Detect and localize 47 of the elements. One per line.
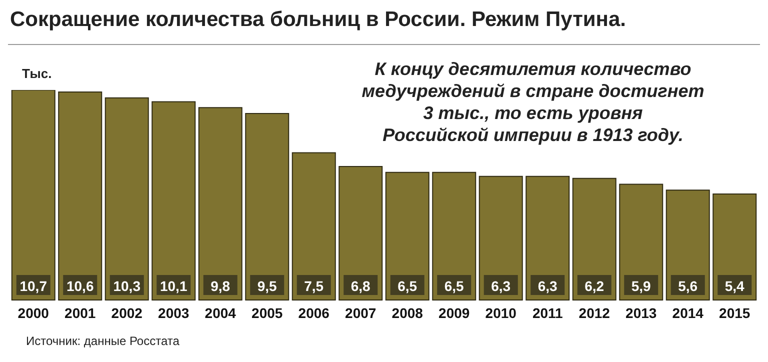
x-tick-label: 2004 <box>204 304 236 321</box>
data-label: 6,3 <box>491 278 511 294</box>
bar <box>572 178 616 300</box>
annotation: К концу десятилетия количество медучреждений в стране достигнет 3 тыс., то есть уровня Российской империи в 1913 году. <box>360 58 706 146</box>
data-label: 10,1 <box>160 278 188 294</box>
x-tick-label: 2014 <box>672 304 704 321</box>
data-label: 5,9 <box>631 278 652 294</box>
bar <box>526 176 570 300</box>
data-label: 9,8 <box>210 278 230 294</box>
x-tick-label: 2009 <box>438 304 470 321</box>
bar <box>104 97 149 300</box>
bar <box>432 172 476 300</box>
data-label: 5,6 <box>678 278 698 294</box>
x-tick-label: 2006 <box>298 304 330 321</box>
y-axis-title: Тыс. <box>22 66 52 81</box>
data-label: 5,4 <box>724 278 745 294</box>
bar <box>58 91 102 300</box>
bar <box>478 176 523 300</box>
data-label: 9,5 <box>257 278 278 294</box>
x-tick-label: 2001 <box>64 304 96 321</box>
bar <box>152 101 196 300</box>
data-label: 6,2 <box>584 278 604 294</box>
x-tick-label: 2008 <box>392 304 424 321</box>
text: Источник: данные Росстата <box>26 334 180 348</box>
bar <box>198 107 242 300</box>
x-tick-label: 2011 <box>532 304 564 321</box>
data-label: 10,3 <box>113 278 141 294</box>
x-tick-label: 2015 <box>719 304 750 321</box>
x-tick-label: 2005 <box>252 304 283 321</box>
data-label: 10,7 <box>20 278 48 294</box>
x-tick-label: 2007 <box>345 304 376 321</box>
bar <box>11 90 56 300</box>
data-label: 7,5 <box>304 278 324 294</box>
data-label: 6,5 <box>398 278 418 294</box>
data-label: 10,6 <box>66 278 94 294</box>
x-tick-label: 2003 <box>158 304 190 321</box>
data-label: 6,8 <box>350 278 371 294</box>
chart-title: Сокращение количества больниц в России. Режим Путина. <box>10 8 626 32</box>
x-tick-label: 2013 <box>626 304 657 321</box>
bar <box>385 172 430 300</box>
x-tick-label: 2002 <box>111 304 143 321</box>
x-tick-label: 2010 <box>485 304 517 321</box>
bar <box>245 113 290 300</box>
x-tick-label: 2000 <box>18 304 50 321</box>
data-label: 6,5 <box>444 278 464 294</box>
data-label: 6,3 <box>538 278 558 294</box>
x-tick-label: 2012 <box>578 304 610 321</box>
